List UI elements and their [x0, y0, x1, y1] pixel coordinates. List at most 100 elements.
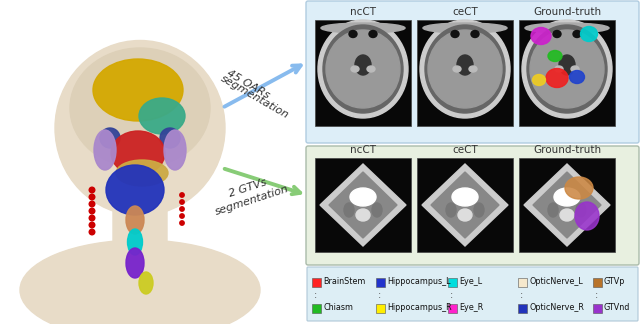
Ellipse shape: [425, 25, 505, 113]
Bar: [593, 277, 602, 286]
Ellipse shape: [532, 75, 545, 86]
Ellipse shape: [554, 188, 580, 206]
Bar: [315, 20, 411, 126]
Ellipse shape: [575, 202, 599, 230]
Polygon shape: [422, 164, 508, 246]
Circle shape: [89, 201, 95, 207]
Text: Eye_R: Eye_R: [459, 304, 483, 313]
Ellipse shape: [469, 66, 477, 72]
Ellipse shape: [471, 30, 479, 38]
Bar: [312, 277, 321, 286]
Ellipse shape: [457, 55, 473, 75]
Ellipse shape: [94, 130, 116, 170]
Ellipse shape: [560, 209, 574, 221]
Text: :: :: [314, 290, 317, 300]
Ellipse shape: [548, 51, 562, 62]
FancyBboxPatch shape: [113, 195, 167, 275]
Ellipse shape: [164, 130, 186, 170]
Ellipse shape: [527, 25, 607, 113]
Ellipse shape: [126, 206, 144, 234]
Bar: [376, 304, 385, 313]
Ellipse shape: [576, 203, 586, 217]
Bar: [448, 277, 457, 286]
Ellipse shape: [356, 209, 370, 221]
Text: :: :: [520, 290, 524, 300]
Ellipse shape: [55, 40, 225, 215]
Text: :: :: [378, 290, 381, 300]
Text: segmentation: segmentation: [219, 74, 291, 121]
Text: GTVnd: GTVnd: [604, 304, 630, 313]
Text: Hippocampus_L: Hippocampus_L: [387, 277, 451, 286]
Ellipse shape: [100, 128, 120, 148]
Text: Ground-truth: Ground-truth: [533, 145, 601, 155]
Ellipse shape: [522, 20, 612, 118]
FancyBboxPatch shape: [306, 146, 639, 265]
Ellipse shape: [452, 188, 478, 206]
Polygon shape: [320, 164, 406, 246]
Ellipse shape: [349, 30, 357, 38]
Bar: [376, 277, 385, 286]
FancyBboxPatch shape: [306, 1, 639, 143]
Text: OpticNerve_R: OpticNerve_R: [529, 304, 584, 313]
Ellipse shape: [70, 48, 210, 168]
Circle shape: [89, 187, 95, 193]
Ellipse shape: [546, 68, 568, 87]
Text: ceCT: ceCT: [452, 145, 478, 155]
Circle shape: [180, 200, 184, 204]
Ellipse shape: [326, 30, 400, 108]
Ellipse shape: [321, 23, 405, 33]
Ellipse shape: [458, 209, 472, 221]
Circle shape: [180, 221, 184, 225]
Circle shape: [89, 208, 95, 214]
Ellipse shape: [570, 71, 584, 84]
Ellipse shape: [548, 203, 558, 217]
Bar: [519, 20, 615, 126]
Text: :: :: [595, 290, 598, 300]
Ellipse shape: [571, 66, 579, 72]
Ellipse shape: [553, 30, 561, 38]
Ellipse shape: [126, 248, 144, 278]
Polygon shape: [533, 172, 601, 238]
Text: Eye_L: Eye_L: [459, 277, 482, 286]
Ellipse shape: [111, 131, 165, 175]
Ellipse shape: [453, 66, 461, 72]
Circle shape: [89, 194, 95, 200]
Bar: [518, 277, 527, 286]
Ellipse shape: [423, 23, 507, 33]
Ellipse shape: [580, 27, 598, 41]
Text: 45 OARs: 45 OARs: [225, 68, 271, 100]
FancyBboxPatch shape: [307, 267, 638, 321]
Circle shape: [89, 222, 95, 228]
Ellipse shape: [116, 160, 168, 186]
Circle shape: [180, 207, 184, 211]
Text: GTVp: GTVp: [604, 277, 625, 286]
Ellipse shape: [323, 25, 403, 113]
Ellipse shape: [93, 59, 183, 121]
Ellipse shape: [446, 203, 456, 217]
Ellipse shape: [351, 66, 359, 72]
Bar: [315, 158, 411, 252]
Ellipse shape: [555, 66, 563, 72]
Ellipse shape: [355, 55, 371, 75]
Circle shape: [180, 214, 184, 218]
Polygon shape: [329, 172, 397, 238]
Bar: [417, 20, 513, 126]
Circle shape: [89, 215, 95, 221]
Text: ceCT: ceCT: [452, 7, 478, 17]
Polygon shape: [524, 164, 610, 246]
Text: ncCT: ncCT: [350, 7, 376, 17]
Circle shape: [89, 229, 95, 235]
Polygon shape: [431, 172, 499, 238]
Text: :: :: [450, 290, 453, 300]
Bar: [518, 304, 527, 313]
Ellipse shape: [106, 165, 164, 215]
Ellipse shape: [344, 203, 354, 217]
Ellipse shape: [318, 20, 408, 118]
Ellipse shape: [573, 30, 581, 38]
Bar: [312, 304, 321, 313]
Text: Chiasm: Chiasm: [323, 304, 353, 313]
Text: segmentation: segmentation: [214, 183, 290, 217]
Ellipse shape: [420, 20, 510, 118]
Ellipse shape: [474, 203, 484, 217]
Bar: [448, 304, 457, 313]
